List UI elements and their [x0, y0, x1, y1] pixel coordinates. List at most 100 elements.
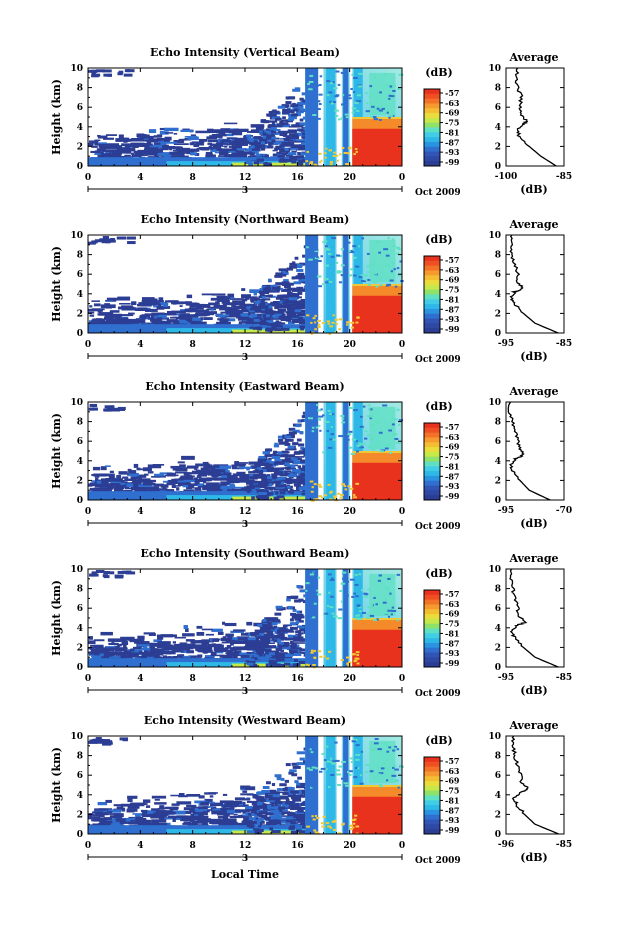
x-tick-label: 16	[291, 507, 304, 517]
profile-x-tick-label: -85	[556, 172, 572, 182]
colorbar-band	[424, 795, 440, 801]
colorbar-tick-label: -87	[445, 638, 459, 648]
x-tick-label: 4	[137, 507, 143, 517]
x-tick-label: 16	[291, 841, 304, 851]
colorbar-tick-label: -75	[445, 786, 459, 796]
colorbar-tick-label: -75	[445, 285, 459, 295]
colorbar-band	[424, 108, 440, 114]
colorbar-band	[424, 275, 440, 281]
colorbar-band	[424, 256, 440, 262]
profile-title: Average	[508, 218, 558, 231]
profile-frame	[505, 568, 565, 668]
colorbar-unit: (dB)	[425, 400, 452, 413]
colorbar-band	[424, 771, 440, 777]
profile-y-tick-label: 8	[495, 251, 501, 261]
colorbar-band	[424, 447, 440, 453]
colorbar-band	[424, 623, 440, 629]
x-tick-label: 4	[137, 841, 143, 851]
x-tick-label: 8	[190, 173, 196, 183]
colorbar-band	[424, 604, 440, 610]
colorbar-band	[424, 471, 440, 477]
x-tick-label: 0	[85, 841, 91, 851]
colorbar-band	[424, 270, 440, 276]
profile-y-tick-label: 4	[495, 123, 501, 133]
colorbar-unit: (dB)	[425, 66, 452, 79]
profile-x-tick-label: -100	[495, 172, 518, 182]
panel-1: Echo Intensity (Northward Beam) 0 2 4 6 8 10 He…	[50, 213, 572, 365]
profile-y-tick-label: 2	[495, 643, 501, 653]
colorbar-tick-label: -57	[445, 255, 459, 265]
profile-title: Average	[508, 51, 558, 64]
colorbar-tick-label: -87	[445, 805, 459, 815]
colorbar-frame	[423, 88, 441, 167]
profile-x-tick-label: -70	[556, 506, 572, 516]
colorbar-band	[424, 156, 440, 162]
date-marker: 3	[242, 687, 248, 697]
date-label: Oct 2009	[415, 355, 461, 365]
panel-title: Echo Intensity (Southward Beam)	[141, 547, 350, 560]
profile-y-tick-label: 0	[495, 329, 501, 339]
date-marker: 3	[242, 186, 248, 196]
y-tick-label: 0	[77, 162, 83, 172]
panel-group: Echo Intensity (Vertical Beam) 0 2 4 6 8 10 Hei…	[50, 46, 572, 866]
date-label: Oct 2009	[415, 689, 461, 699]
colorbar-band	[424, 590, 440, 596]
profile-frame	[505, 234, 565, 334]
profile-title: Average	[508, 385, 558, 398]
y-tick-label: 0	[77, 663, 83, 673]
colorbar-band	[424, 318, 440, 324]
colorbar-band	[424, 480, 440, 487]
profile-x-label: (dB)	[520, 517, 547, 530]
y-tick-label: 8	[77, 752, 83, 762]
y-tick-label: 8	[77, 585, 83, 595]
colorbar-band	[424, 151, 440, 157]
y-tick-label: 0	[77, 329, 83, 339]
y-axis-label: Height (km)	[50, 580, 63, 656]
y-tick-label: 10	[70, 64, 83, 74]
x-tick-label: 0	[399, 507, 405, 517]
panel-2: Echo Intensity (Eastward Beam) 0 2 4 6 8 10 Hei…	[50, 380, 572, 532]
profile-y-tick-label: 6	[495, 771, 501, 781]
colorbar-tick-label: -99	[445, 157, 460, 167]
colorbar-tick-label: -63	[445, 432, 460, 442]
colorbar-frame	[423, 756, 441, 835]
profile-x-label: (dB)	[520, 851, 547, 864]
x-tick-label: 4	[137, 173, 143, 183]
y-tick-label: 8	[77, 251, 83, 261]
colorbar-band	[424, 790, 440, 796]
colorbar-band	[424, 609, 440, 615]
y-tick-label: 4	[77, 624, 83, 634]
colorbar-band	[424, 647, 440, 654]
colorbar-band	[424, 781, 440, 787]
colorbar-band	[424, 594, 440, 601]
profile-y-tick-label: 8	[495, 418, 501, 428]
colorbar-band	[424, 308, 440, 315]
colorbar-band	[424, 260, 440, 267]
profile-y-tick-label: 4	[495, 457, 501, 467]
x-tick-label: 0	[399, 173, 405, 183]
profile-y-tick-label: 10	[488, 64, 501, 74]
y-tick-label: 10	[70, 398, 83, 408]
panel-title: Echo Intensity (Eastward Beam)	[145, 380, 344, 393]
colorbar-band	[424, 122, 440, 128]
colorbar-tick-label: -57	[445, 589, 459, 599]
colorbar-band	[424, 766, 440, 772]
profile-y-tick-label: 4	[495, 290, 501, 300]
colorbar-tick-label: -87	[445, 471, 459, 481]
y-tick-label: 6	[77, 604, 83, 614]
y-axis-label: Height (km)	[50, 79, 63, 155]
profile-line	[514, 67, 557, 167]
y-tick-label: 4	[77, 791, 83, 801]
colorbar-band	[424, 437, 440, 443]
profile-y-tick-label: 10	[488, 732, 501, 742]
y-tick-label: 2	[77, 309, 83, 319]
x-tick-label: 0	[399, 674, 405, 684]
profile-y-tick-label: 6	[495, 437, 501, 447]
colorbar-unit: (dB)	[425, 734, 452, 747]
heatmap-field	[88, 402, 404, 502]
colorbar-band	[424, 313, 440, 320]
y-tick-label: 2	[77, 810, 83, 820]
colorbar-band	[424, 423, 440, 429]
colorbar-band	[424, 451, 440, 458]
colorbar-tick-label: -75	[445, 452, 459, 462]
